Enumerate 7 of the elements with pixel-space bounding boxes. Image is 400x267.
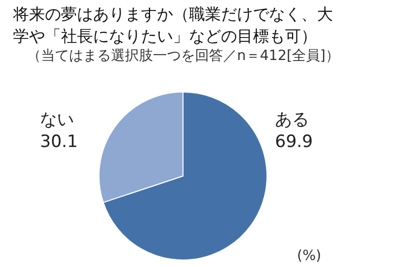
slice-label: ある bbox=[275, 110, 309, 130]
data-label: 30.1 bbox=[40, 132, 78, 152]
slice-label: ない bbox=[40, 110, 74, 130]
data-label: 69.9 bbox=[275, 132, 313, 152]
text: (%) bbox=[297, 248, 322, 264]
chart-subtitle: （当てはまる選択肢一つを回答／n＝412[全員]） bbox=[27, 48, 340, 64]
chart-title: 将来の夢はありますか（職業だけでなく、大学や「社長になりたい」などの目標も可） bbox=[12, 4, 333, 46]
